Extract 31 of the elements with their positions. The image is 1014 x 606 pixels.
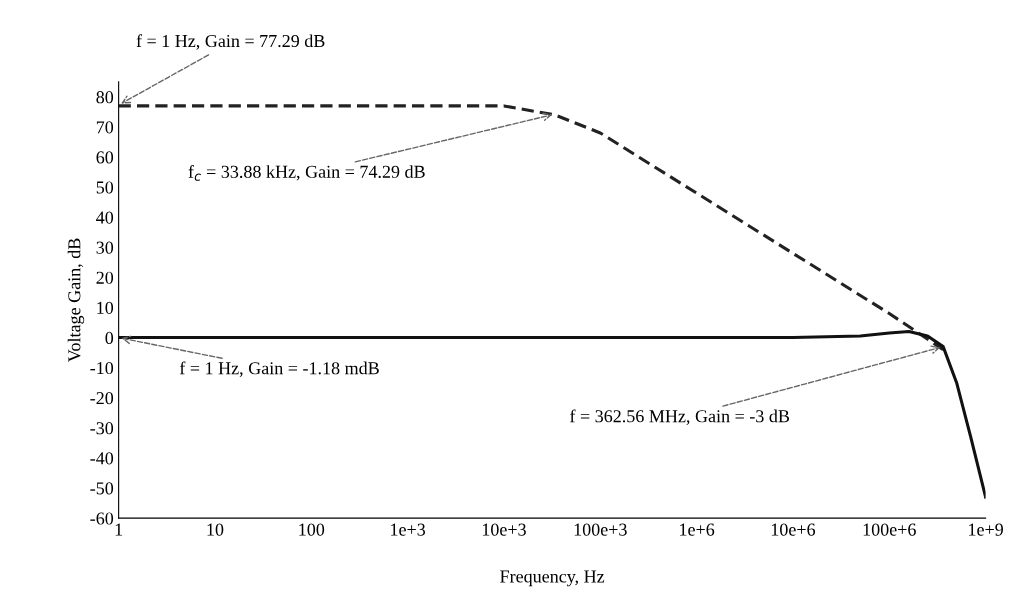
x-tick-label: 10e+3 [482, 523, 526, 536]
x-tick-label: 10 [207, 523, 224, 536]
x-tick-label: 1e+9 [969, 523, 1003, 536]
annotation: f = 362.56 MHz, Gain = -3 dB [570, 409, 790, 425]
x-tick-label: 1 [115, 523, 123, 536]
x-tick-label: 100 [299, 523, 325, 536]
y-tick-label: -10 [90, 361, 114, 375]
y-tick-label: 30 [96, 241, 114, 254]
y-tick-label: 20 [96, 271, 114, 284]
x-tick-label: 1e+6 [680, 523, 715, 536]
x-tick-label: 100e+6 [863, 523, 916, 536]
y-tick-label: 10 [97, 301, 114, 314]
y-tick-label: 60 [96, 151, 114, 164]
y-tick-label: -60 [90, 512, 114, 525]
y-tick-label: 70 [96, 121, 114, 134]
x-tick-label: 10e+6 [771, 523, 816, 536]
y-tick-label: 50 [96, 181, 114, 194]
y-tick-label: 80 [96, 91, 114, 104]
x-axis-title: Frequency, Hz [500, 570, 605, 587]
y-axis-title: Voltage Gain, dB [67, 238, 85, 363]
y-tick-label: -50 [90, 482, 114, 495]
annotation: f = 1 Hz, Gain = 77.29 dB [136, 34, 325, 50]
y-tick-label: -30 [90, 422, 114, 435]
annotation: f = 1 Hz, Gain = -1.18 mdB [179, 361, 379, 377]
y-tick-label: 0 [105, 331, 114, 345]
y-tick-label: -40 [90, 452, 114, 465]
y-tick-label: 40 [96, 211, 114, 224]
x-tick-label: 1e+3 [391, 523, 426, 536]
x-tick-label: 100e+3 [574, 523, 627, 536]
y-tick-label: -20 [90, 392, 114, 405]
annotation: f$_{c}$ = 33.88 kHz, Gain = 74.29 dB [188, 164, 425, 181]
